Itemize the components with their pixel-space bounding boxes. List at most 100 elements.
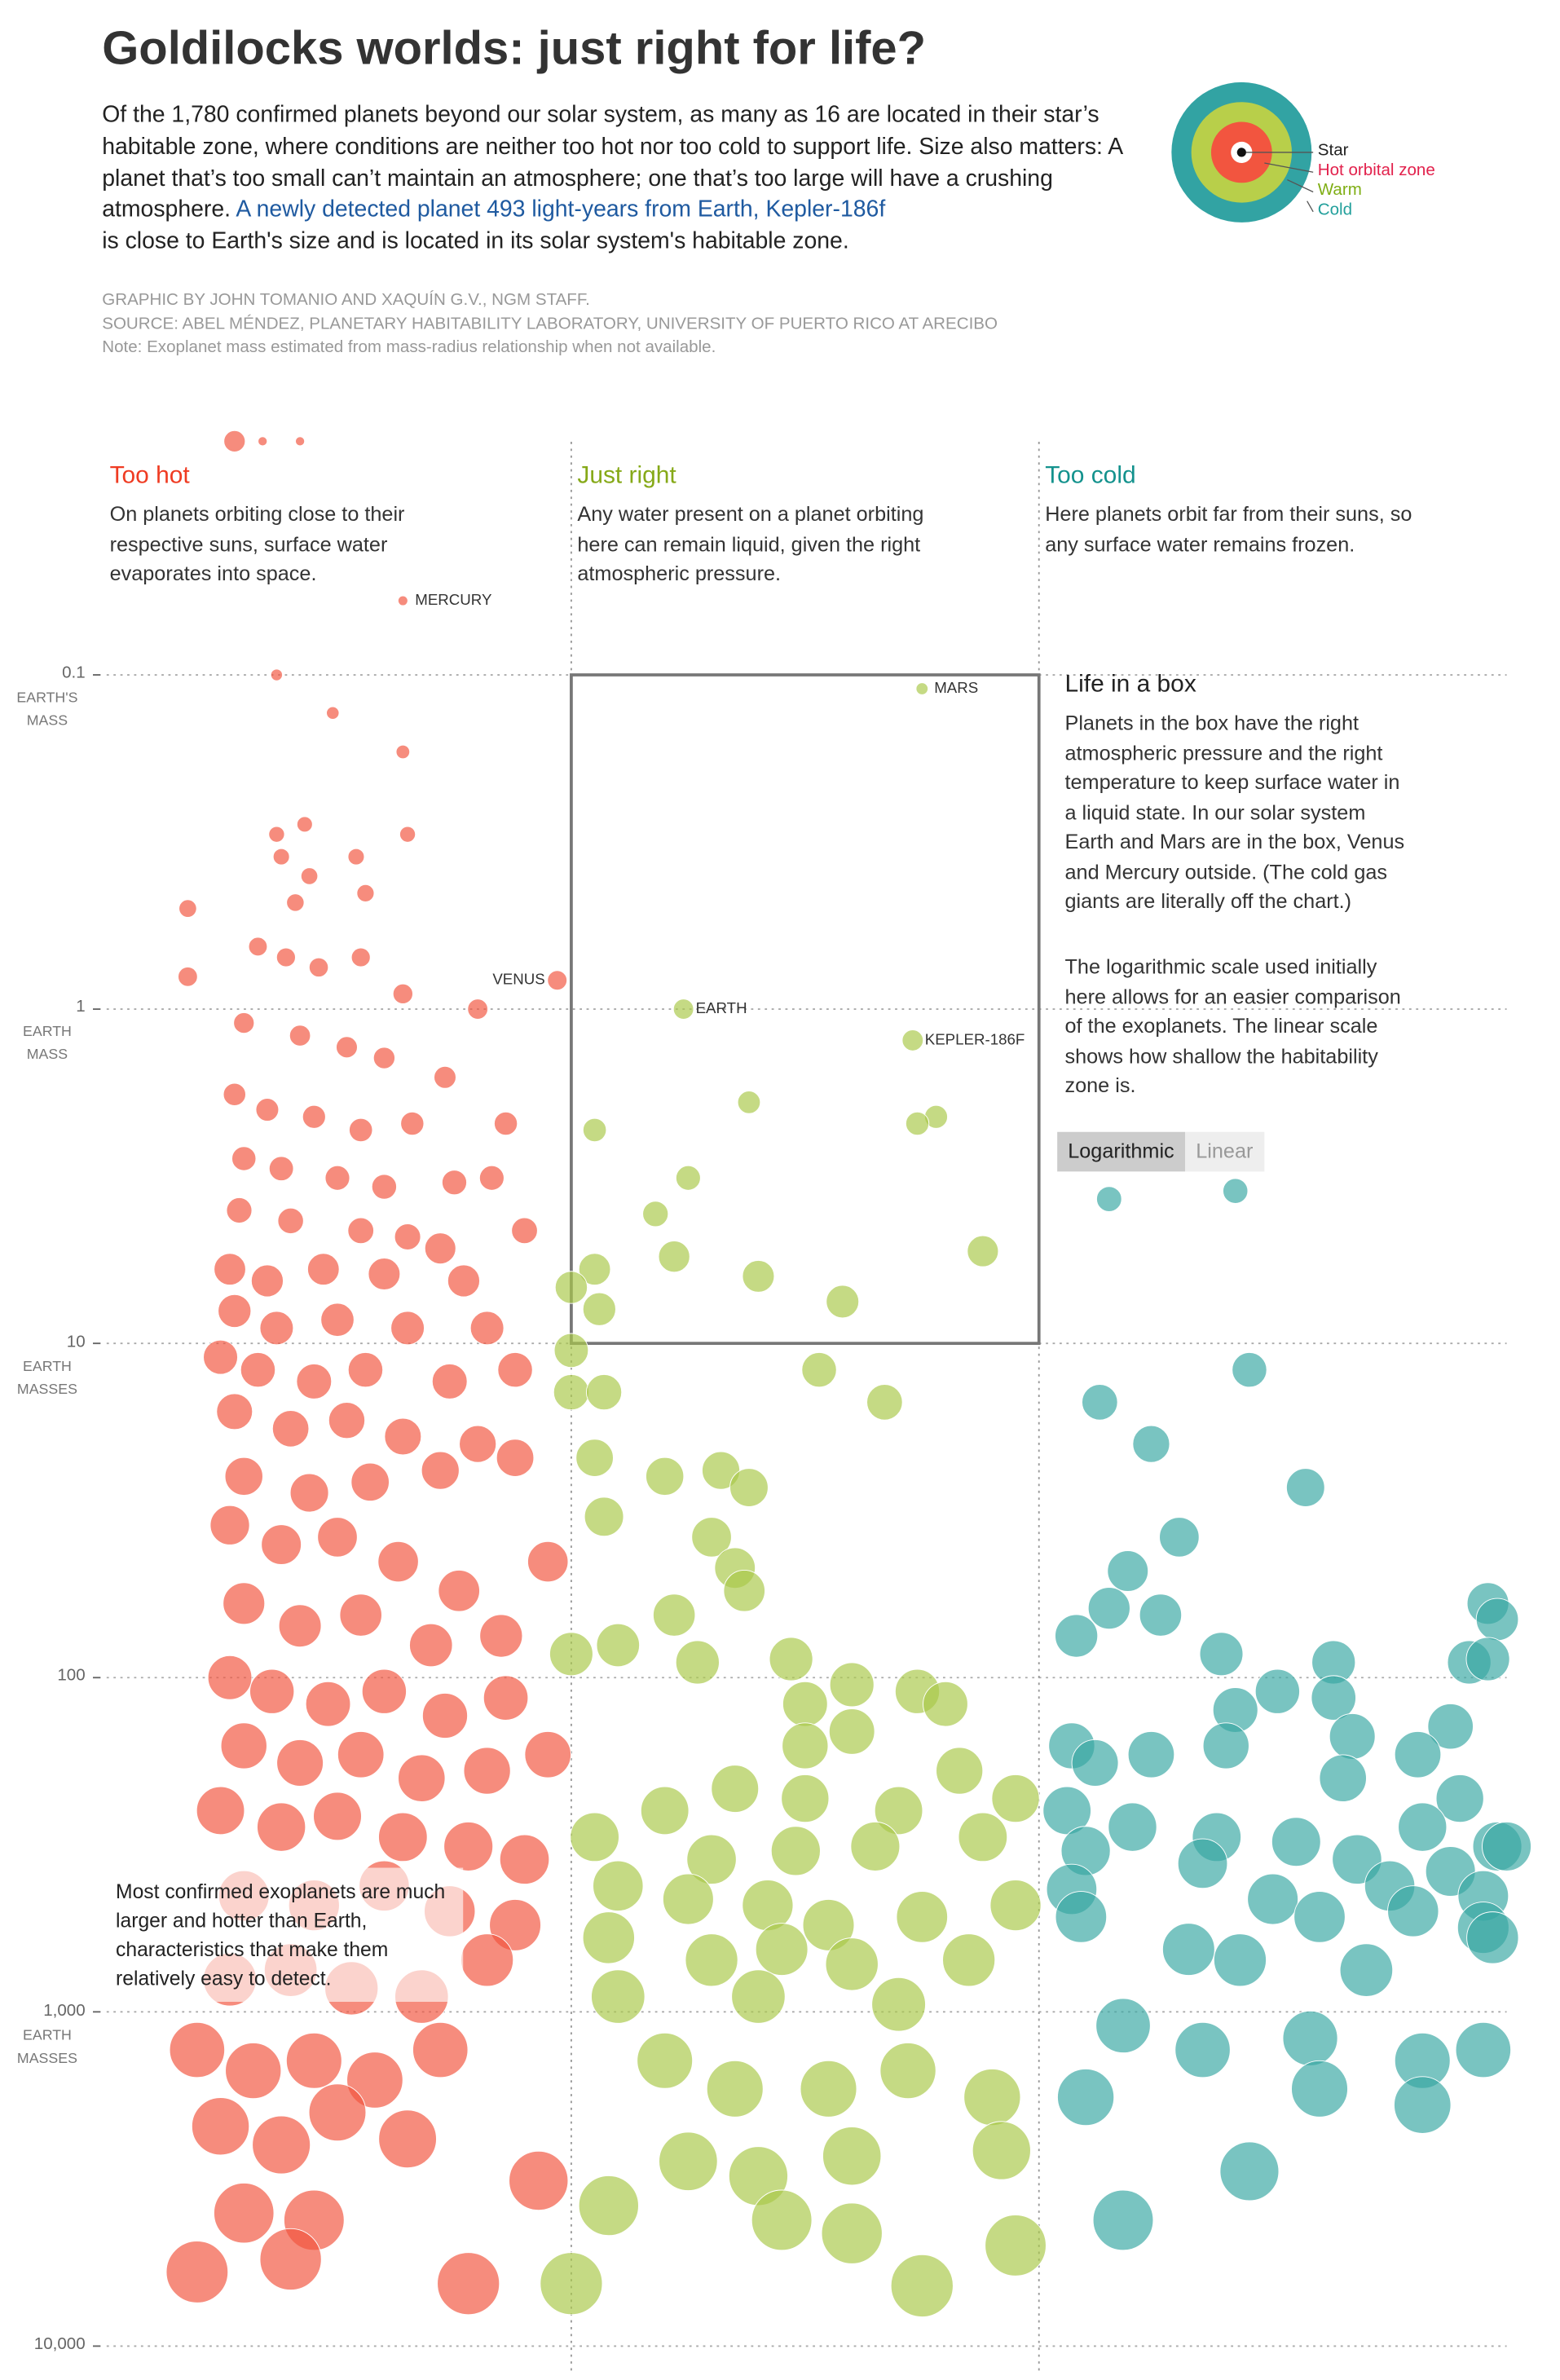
planet xyxy=(196,1786,245,1836)
planet xyxy=(769,1637,813,1681)
planet xyxy=(1394,1730,1442,1778)
planet xyxy=(347,848,365,866)
planet xyxy=(203,1339,239,1375)
planet xyxy=(169,2021,226,2078)
planet xyxy=(1223,1178,1249,1204)
planet xyxy=(1232,1351,1267,1388)
planet xyxy=(1329,1712,1376,1760)
planet xyxy=(1271,1817,1321,1867)
planet xyxy=(286,893,305,912)
zone-text: Here planets orbit far from their suns, … xyxy=(1045,502,1412,556)
y-tick-label: 10,000 xyxy=(33,2335,86,2354)
y-tick-label: 1 xyxy=(76,998,86,1017)
planet xyxy=(582,1117,607,1143)
planet xyxy=(524,1730,572,1778)
planet xyxy=(547,970,568,991)
planet xyxy=(339,1593,382,1637)
planet xyxy=(350,1462,390,1502)
planet xyxy=(459,1425,497,1463)
planet xyxy=(1132,1425,1170,1463)
planet xyxy=(578,2175,639,2237)
planet xyxy=(1055,1891,1108,1943)
title: Goldilocks worlds: just right for life? xyxy=(102,21,927,75)
planet xyxy=(737,1091,761,1114)
planet xyxy=(378,2109,437,2169)
y-tick-label: 100 xyxy=(57,1667,86,1686)
planet xyxy=(1339,1943,1394,1997)
scale-toggle[interactable]: Linear xyxy=(1185,1131,1264,1172)
planet xyxy=(1056,2068,1115,2127)
planet xyxy=(1161,1923,1215,1977)
planet xyxy=(866,1384,903,1421)
planet-label: MERCURY xyxy=(415,591,492,608)
planet xyxy=(1199,1632,1244,1677)
planet xyxy=(1387,1885,1439,1937)
planet xyxy=(582,1292,616,1326)
planet xyxy=(1455,2021,1512,2078)
planet xyxy=(461,1933,514,1987)
planet xyxy=(285,2032,342,2089)
planet xyxy=(248,937,268,957)
planet xyxy=(675,1640,720,1685)
planet xyxy=(972,2121,1031,2180)
planet xyxy=(742,1259,775,1293)
planet xyxy=(398,1754,446,1802)
planet xyxy=(308,957,329,978)
orbit-legend-label: Cold xyxy=(1317,201,1353,220)
planet xyxy=(871,1977,926,2032)
planet xyxy=(1435,1774,1484,1823)
planet xyxy=(347,1217,375,1245)
planet xyxy=(1092,2189,1154,2251)
legend-leaders xyxy=(1245,152,1314,213)
planet xyxy=(967,1235,999,1267)
planet xyxy=(289,1473,329,1513)
planet xyxy=(850,1821,901,1871)
planet xyxy=(259,1311,294,1346)
y-tick-note: EARTH MASSES xyxy=(16,1358,77,1399)
planet xyxy=(1482,1821,1532,1871)
planet xyxy=(662,1873,714,1925)
planet xyxy=(438,1569,480,1612)
intro: Of the 1,780 confirmed planets beyond ou… xyxy=(102,100,1138,258)
planet xyxy=(336,1036,358,1059)
planet xyxy=(755,1923,809,1977)
planet xyxy=(879,2042,936,2100)
planet xyxy=(377,1540,419,1583)
planet xyxy=(259,2228,322,2291)
planet xyxy=(223,430,246,452)
planet xyxy=(800,2060,857,2118)
planet xyxy=(822,2127,882,2186)
zone-text: Any water present on a planet orbiting h… xyxy=(577,502,924,585)
planet xyxy=(302,1104,326,1129)
planet xyxy=(424,1232,456,1265)
planet xyxy=(296,1363,333,1399)
planet xyxy=(437,2252,500,2316)
zone-text: On planets orbiting close to their respe… xyxy=(109,502,405,585)
star xyxy=(1236,148,1246,157)
planet xyxy=(395,744,411,760)
planet-label: KEPLER-186F xyxy=(925,1030,1025,1047)
planet xyxy=(829,1662,875,1708)
planet xyxy=(1127,1730,1175,1778)
planet xyxy=(216,1393,253,1430)
planet xyxy=(207,1655,253,1700)
planet xyxy=(434,1065,456,1089)
planet xyxy=(549,1632,593,1677)
planet xyxy=(467,998,489,1020)
planet xyxy=(270,668,284,681)
scale-toggle[interactable]: Logarithmic xyxy=(1057,1131,1185,1172)
planet xyxy=(1291,2060,1348,2118)
planet xyxy=(782,1722,829,1770)
planet xyxy=(942,1933,996,1987)
planet xyxy=(782,1681,828,1727)
box-title: Life in a box xyxy=(1064,672,1196,699)
planet xyxy=(584,1496,624,1537)
planet xyxy=(276,1739,324,1787)
planet xyxy=(257,1802,306,1852)
habitable-box xyxy=(570,673,1041,1346)
intro-text: Of the 1,780 confirmed planets beyond ou… xyxy=(102,102,1122,223)
planet xyxy=(1427,1703,1474,1750)
planet xyxy=(642,1201,669,1227)
planet xyxy=(493,1111,518,1136)
